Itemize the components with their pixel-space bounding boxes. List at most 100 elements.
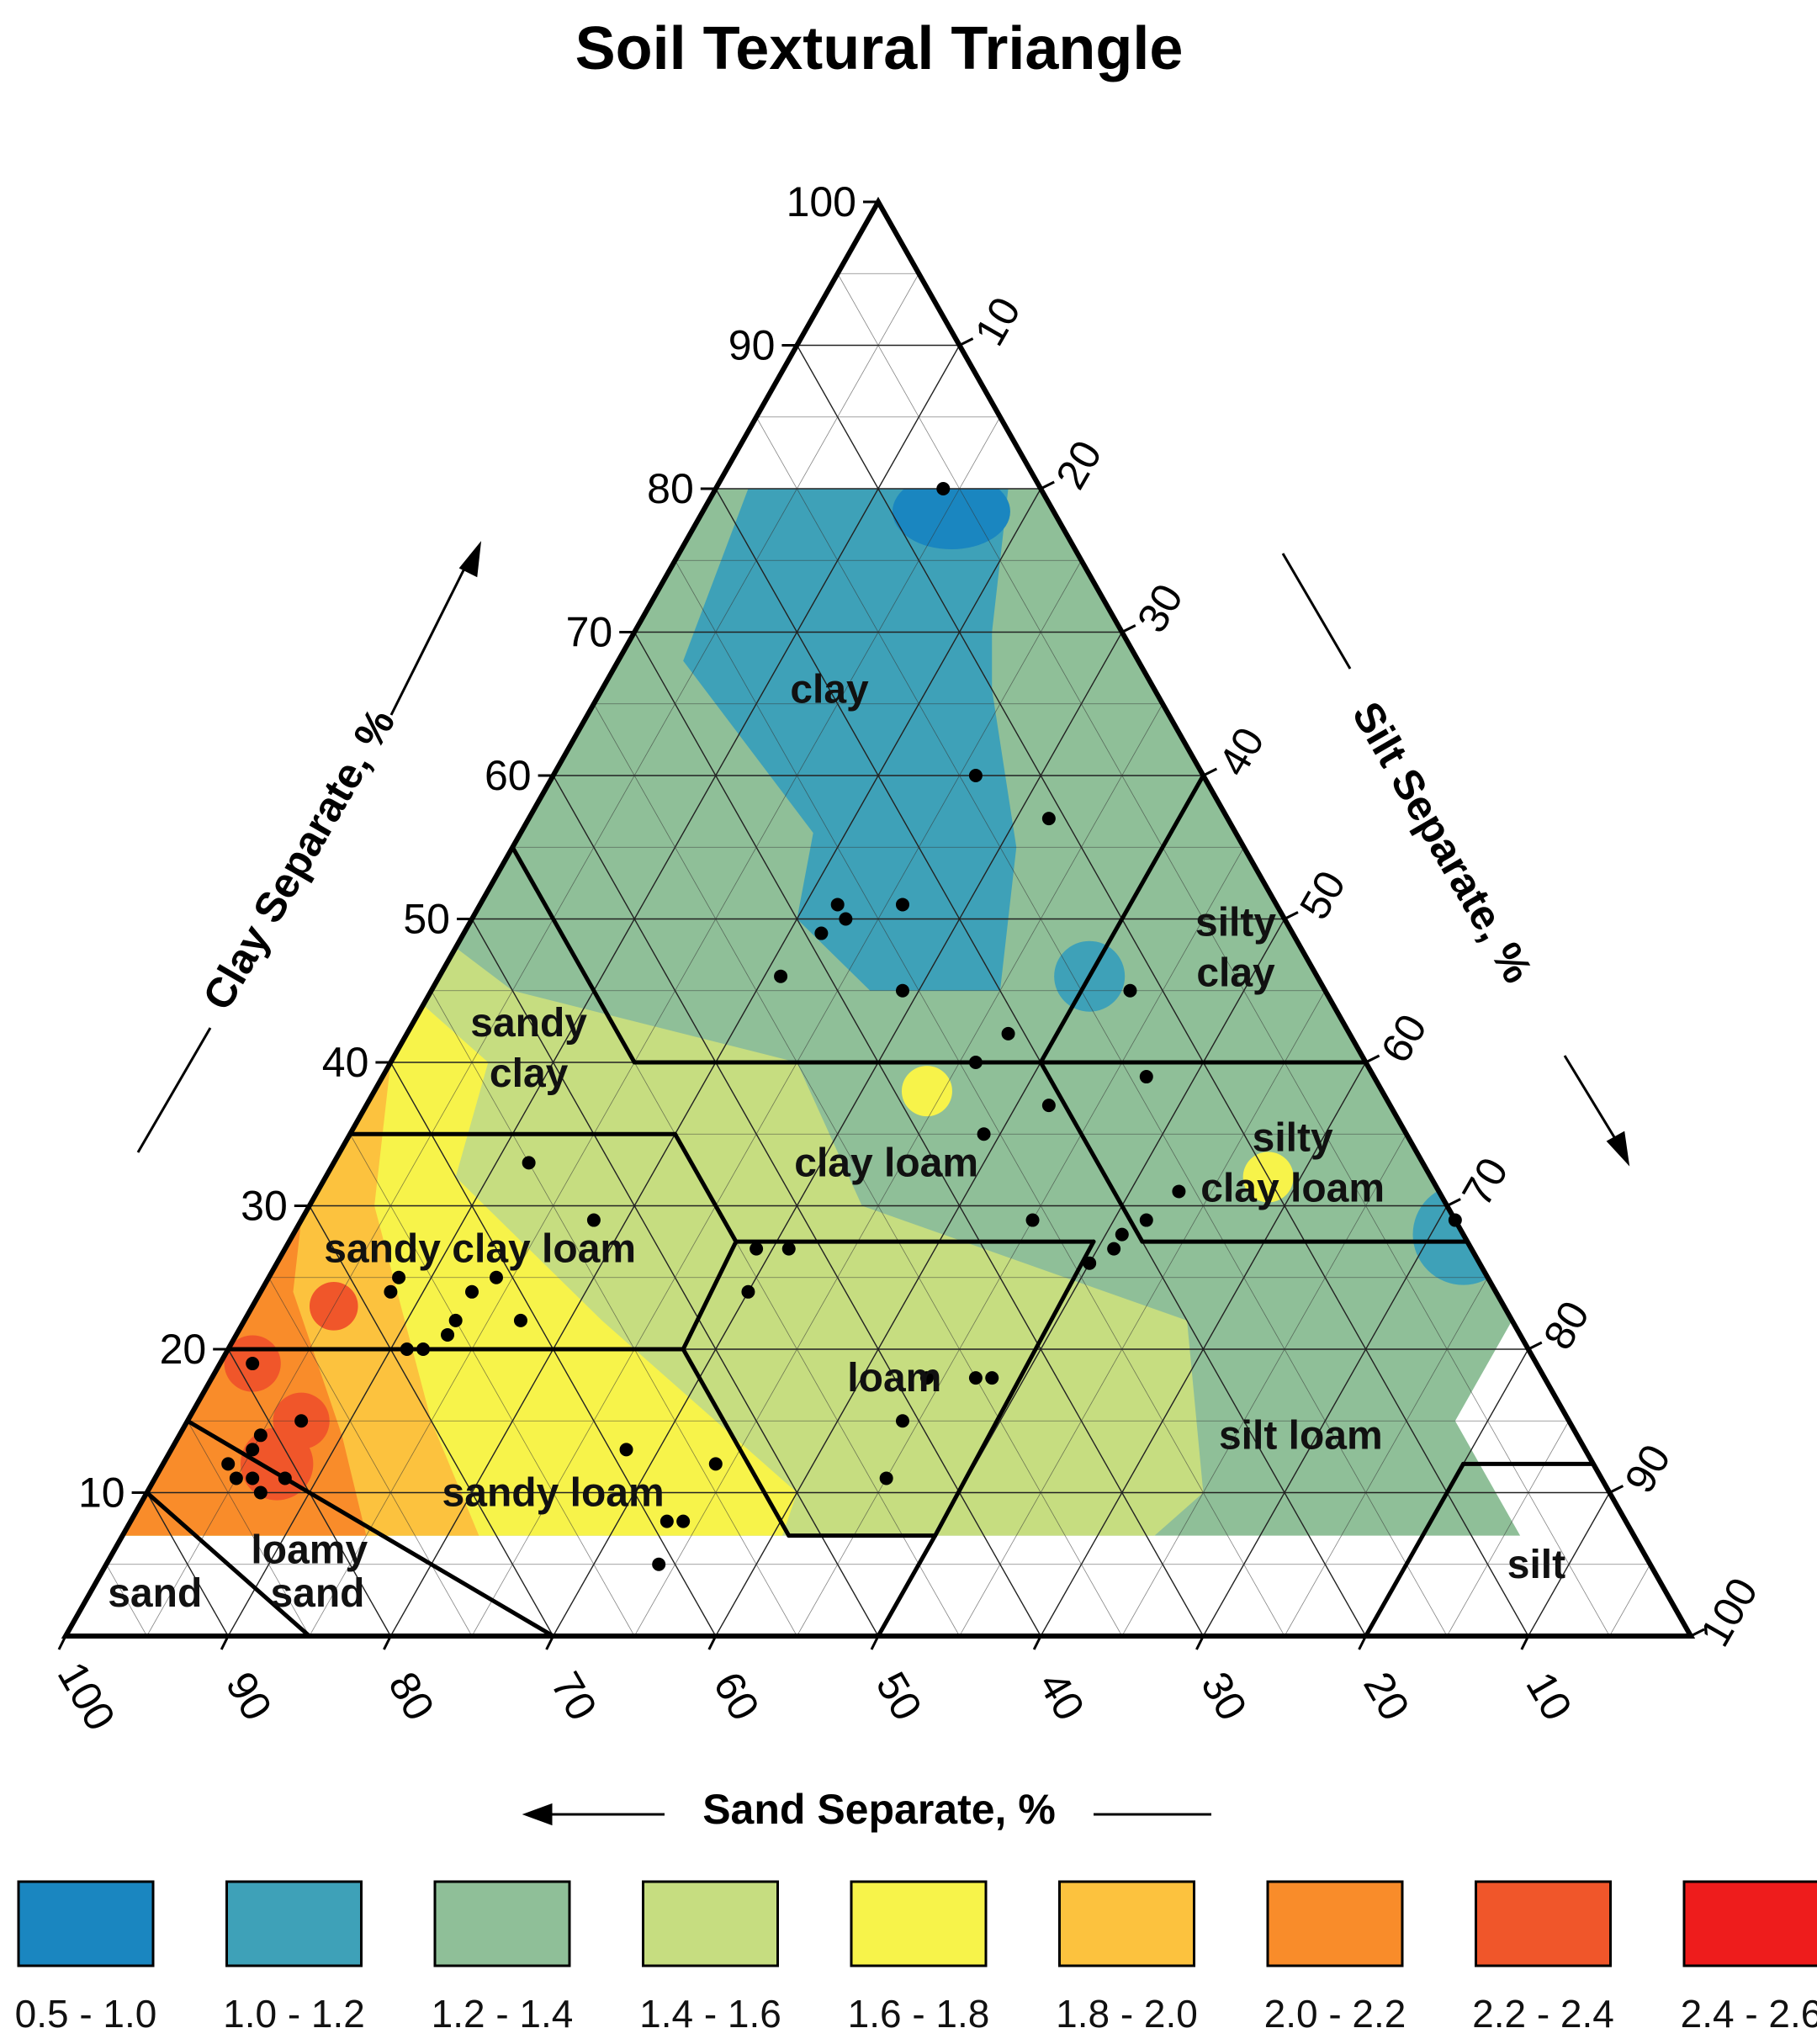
region-label: sand bbox=[270, 1571, 364, 1616]
clay-tick-label: 80 bbox=[647, 465, 694, 512]
silt-tick-mark bbox=[1202, 767, 1218, 777]
legend-label: 1.8 - 2.0 bbox=[1056, 1992, 1198, 2036]
class-boundary bbox=[681, 1347, 792, 1538]
data-point bbox=[839, 912, 853, 926]
grid-line bbox=[187, 1421, 310, 1637]
sand-tick-label: 40 bbox=[1030, 1664, 1094, 1728]
silt-tick-mark bbox=[1446, 1198, 1461, 1207]
data-point bbox=[1025, 1213, 1040, 1227]
sand-tick-label: 30 bbox=[1192, 1664, 1256, 1728]
grid-line bbox=[633, 703, 1163, 1637]
data-point bbox=[384, 1284, 398, 1299]
silt-axis-label-group: Silt Separate, % bbox=[1343, 694, 1542, 991]
data-point bbox=[750, 1242, 764, 1256]
legend-swatch bbox=[1058, 1880, 1195, 1967]
legend-label: 2.4 - 2.6 bbox=[1681, 1992, 1817, 2036]
data-point bbox=[489, 1270, 503, 1284]
sand-axis-arrow bbox=[522, 1803, 1211, 1826]
region-label: clay loam bbox=[1200, 1166, 1385, 1210]
sand-tick-mark bbox=[1358, 1635, 1367, 1650]
legend-swatch bbox=[850, 1880, 988, 1967]
legend-swatch bbox=[642, 1880, 779, 1967]
data-point bbox=[895, 1414, 909, 1428]
legend-label: 2.0 - 2.2 bbox=[1264, 1992, 1406, 2036]
data-point bbox=[294, 1414, 309, 1428]
data-point bbox=[253, 1428, 268, 1443]
data-point bbox=[660, 1514, 674, 1528]
data-point bbox=[465, 1284, 479, 1299]
data-point bbox=[392, 1270, 406, 1284]
region-label: loamy bbox=[251, 1528, 368, 1573]
region-label: clay loam bbox=[794, 1141, 978, 1185]
clay-tick-label: 20 bbox=[160, 1326, 207, 1373]
sand-tick-mark bbox=[870, 1635, 880, 1650]
legend-swatch bbox=[1475, 1880, 1612, 1967]
fill-2.0-2.2 bbox=[122, 1148, 391, 1536]
data-point bbox=[977, 1127, 991, 1141]
data-point bbox=[968, 1371, 983, 1385]
data-point bbox=[830, 898, 845, 912]
silt-tick-mark bbox=[1528, 1341, 1543, 1351]
grid-line bbox=[1121, 1134, 1407, 1637]
silt-axis-label: Silt Separate, % bbox=[1343, 694, 1542, 991]
sand-tick-label: 20 bbox=[1354, 1664, 1418, 1728]
region-label: clay bbox=[790, 668, 869, 712]
grid-line bbox=[1040, 1062, 1367, 1637]
grid-line bbox=[675, 560, 1285, 1637]
clay-tick-label: 100 bbox=[787, 178, 856, 225]
sand-tick-label: 100 bbox=[49, 1654, 124, 1738]
legend-swatch bbox=[1682, 1880, 1817, 1967]
sand-tick-label: 80 bbox=[379, 1664, 443, 1728]
data-point bbox=[936, 482, 951, 495]
data-point bbox=[1041, 812, 1056, 826]
data-point bbox=[416, 1342, 431, 1356]
data-point bbox=[448, 1313, 463, 1327]
grid-line bbox=[1446, 1421, 1570, 1637]
fill-1.0-1.2 bbox=[683, 489, 1017, 991]
data-point bbox=[1172, 1184, 1186, 1199]
data-point bbox=[400, 1342, 414, 1356]
legend-label: 2.2 - 2.4 bbox=[1472, 1992, 1614, 2036]
data-point bbox=[229, 1471, 243, 1485]
data-point bbox=[619, 1443, 633, 1457]
legend-label: 1.0 - 1.2 bbox=[223, 1992, 365, 2036]
silt-tick-label: 80 bbox=[1534, 1293, 1598, 1357]
silt-tick-label: 90 bbox=[1616, 1437, 1680, 1501]
data-point bbox=[895, 983, 909, 998]
clay-tick-label: 30 bbox=[241, 1183, 288, 1230]
data-point bbox=[441, 1327, 455, 1342]
class-boundary bbox=[1038, 1060, 1145, 1244]
fill-1.6-1.8 bbox=[901, 1066, 952, 1117]
class-boundary bbox=[1038, 773, 1205, 1065]
region-label: loam bbox=[847, 1356, 941, 1401]
legend-swatch bbox=[433, 1880, 571, 1967]
sand-axis-label: Sand Separate, % bbox=[702, 1786, 1056, 1833]
sand-tick-mark bbox=[545, 1635, 554, 1650]
silt-tick-label: 30 bbox=[1128, 576, 1192, 640]
data-point bbox=[1083, 1256, 1097, 1270]
clay-tick-label: 90 bbox=[728, 322, 776, 369]
sand-tick-mark bbox=[1032, 1635, 1042, 1650]
grid-line bbox=[431, 990, 797, 1637]
data-point bbox=[895, 898, 909, 912]
data-point bbox=[968, 769, 983, 782]
fill-0.5-1.0 bbox=[892, 489, 1010, 550]
region-label: silty bbox=[1195, 901, 1276, 945]
data-point bbox=[1115, 1227, 1129, 1242]
silt-tick-mark bbox=[1608, 1485, 1624, 1494]
data-point bbox=[513, 1313, 527, 1327]
silt-tick-mark bbox=[1284, 911, 1299, 920]
legend-label: 0.5 - 1.0 bbox=[15, 1992, 157, 2036]
data-point bbox=[246, 1471, 260, 1485]
silt-tick-mark bbox=[1121, 624, 1136, 633]
data-point bbox=[586, 1213, 601, 1227]
class-boundary bbox=[933, 1239, 1096, 1538]
grid-line bbox=[959, 990, 1326, 1637]
data-point bbox=[246, 1443, 260, 1457]
data-point bbox=[221, 1457, 236, 1471]
legend-swatch bbox=[17, 1880, 155, 1967]
data-point bbox=[676, 1514, 691, 1528]
data-point bbox=[1001, 1026, 1015, 1041]
sand-tick-label: 10 bbox=[1517, 1664, 1581, 1728]
